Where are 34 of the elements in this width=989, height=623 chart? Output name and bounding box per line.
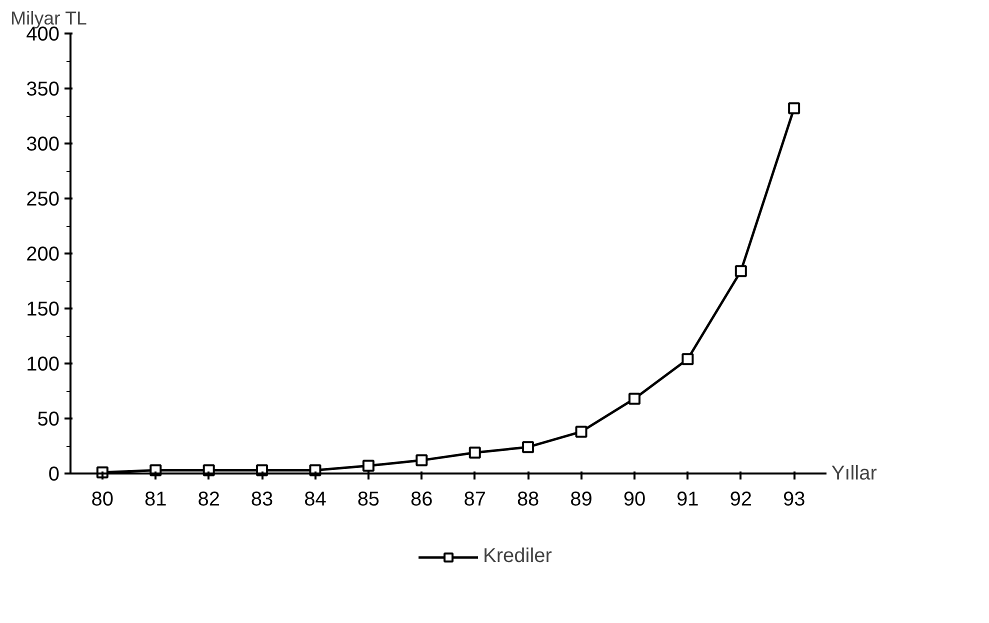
x-tick-label: 91	[676, 488, 699, 510]
x-tick-label: 93	[782, 488, 806, 510]
point	[628, 392, 640, 405]
y-tick-label: 0	[48, 464, 60, 486]
x-tick-label: 86	[410, 488, 433, 510]
x-tick-label: 92	[730, 488, 752, 510]
x-tick-label: 81	[144, 488, 167, 510]
x-axis-title: Yıllar	[831, 462, 878, 484]
y-tick-label: 250	[26, 188, 60, 210]
y-axis-title: Milyar TL	[10, 8, 87, 28]
point	[575, 426, 588, 438]
point	[522, 441, 534, 454]
point	[416, 454, 428, 466]
y-tick-label: 50	[37, 408, 60, 430]
x-tick-label: 89	[570, 488, 592, 510]
legend-label: Krediler	[483, 545, 552, 568]
point	[734, 265, 747, 278]
point	[468, 446, 481, 459]
point	[788, 102, 800, 114]
y-tick-label: 100	[26, 354, 60, 376]
x-tick-label: 90	[623, 488, 646, 510]
y-tick-label: 350	[26, 78, 60, 100]
x-tick-label: 84	[304, 488, 326, 510]
x-tick-label: 87	[464, 488, 486, 510]
x-tick-label: 82	[198, 488, 220, 510]
x-tick-label: 85	[357, 488, 380, 510]
x-tick-label: 80	[91, 488, 114, 510]
x-tick-label: 88	[516, 488, 540, 510]
point	[682, 353, 694, 366]
point	[362, 460, 374, 472]
y-tick-label: 300	[26, 134, 60, 156]
y-tick-label: 200	[26, 244, 60, 266]
x-tick-label: 83	[250, 488, 274, 510]
y-tick-label: 150	[26, 298, 60, 320]
